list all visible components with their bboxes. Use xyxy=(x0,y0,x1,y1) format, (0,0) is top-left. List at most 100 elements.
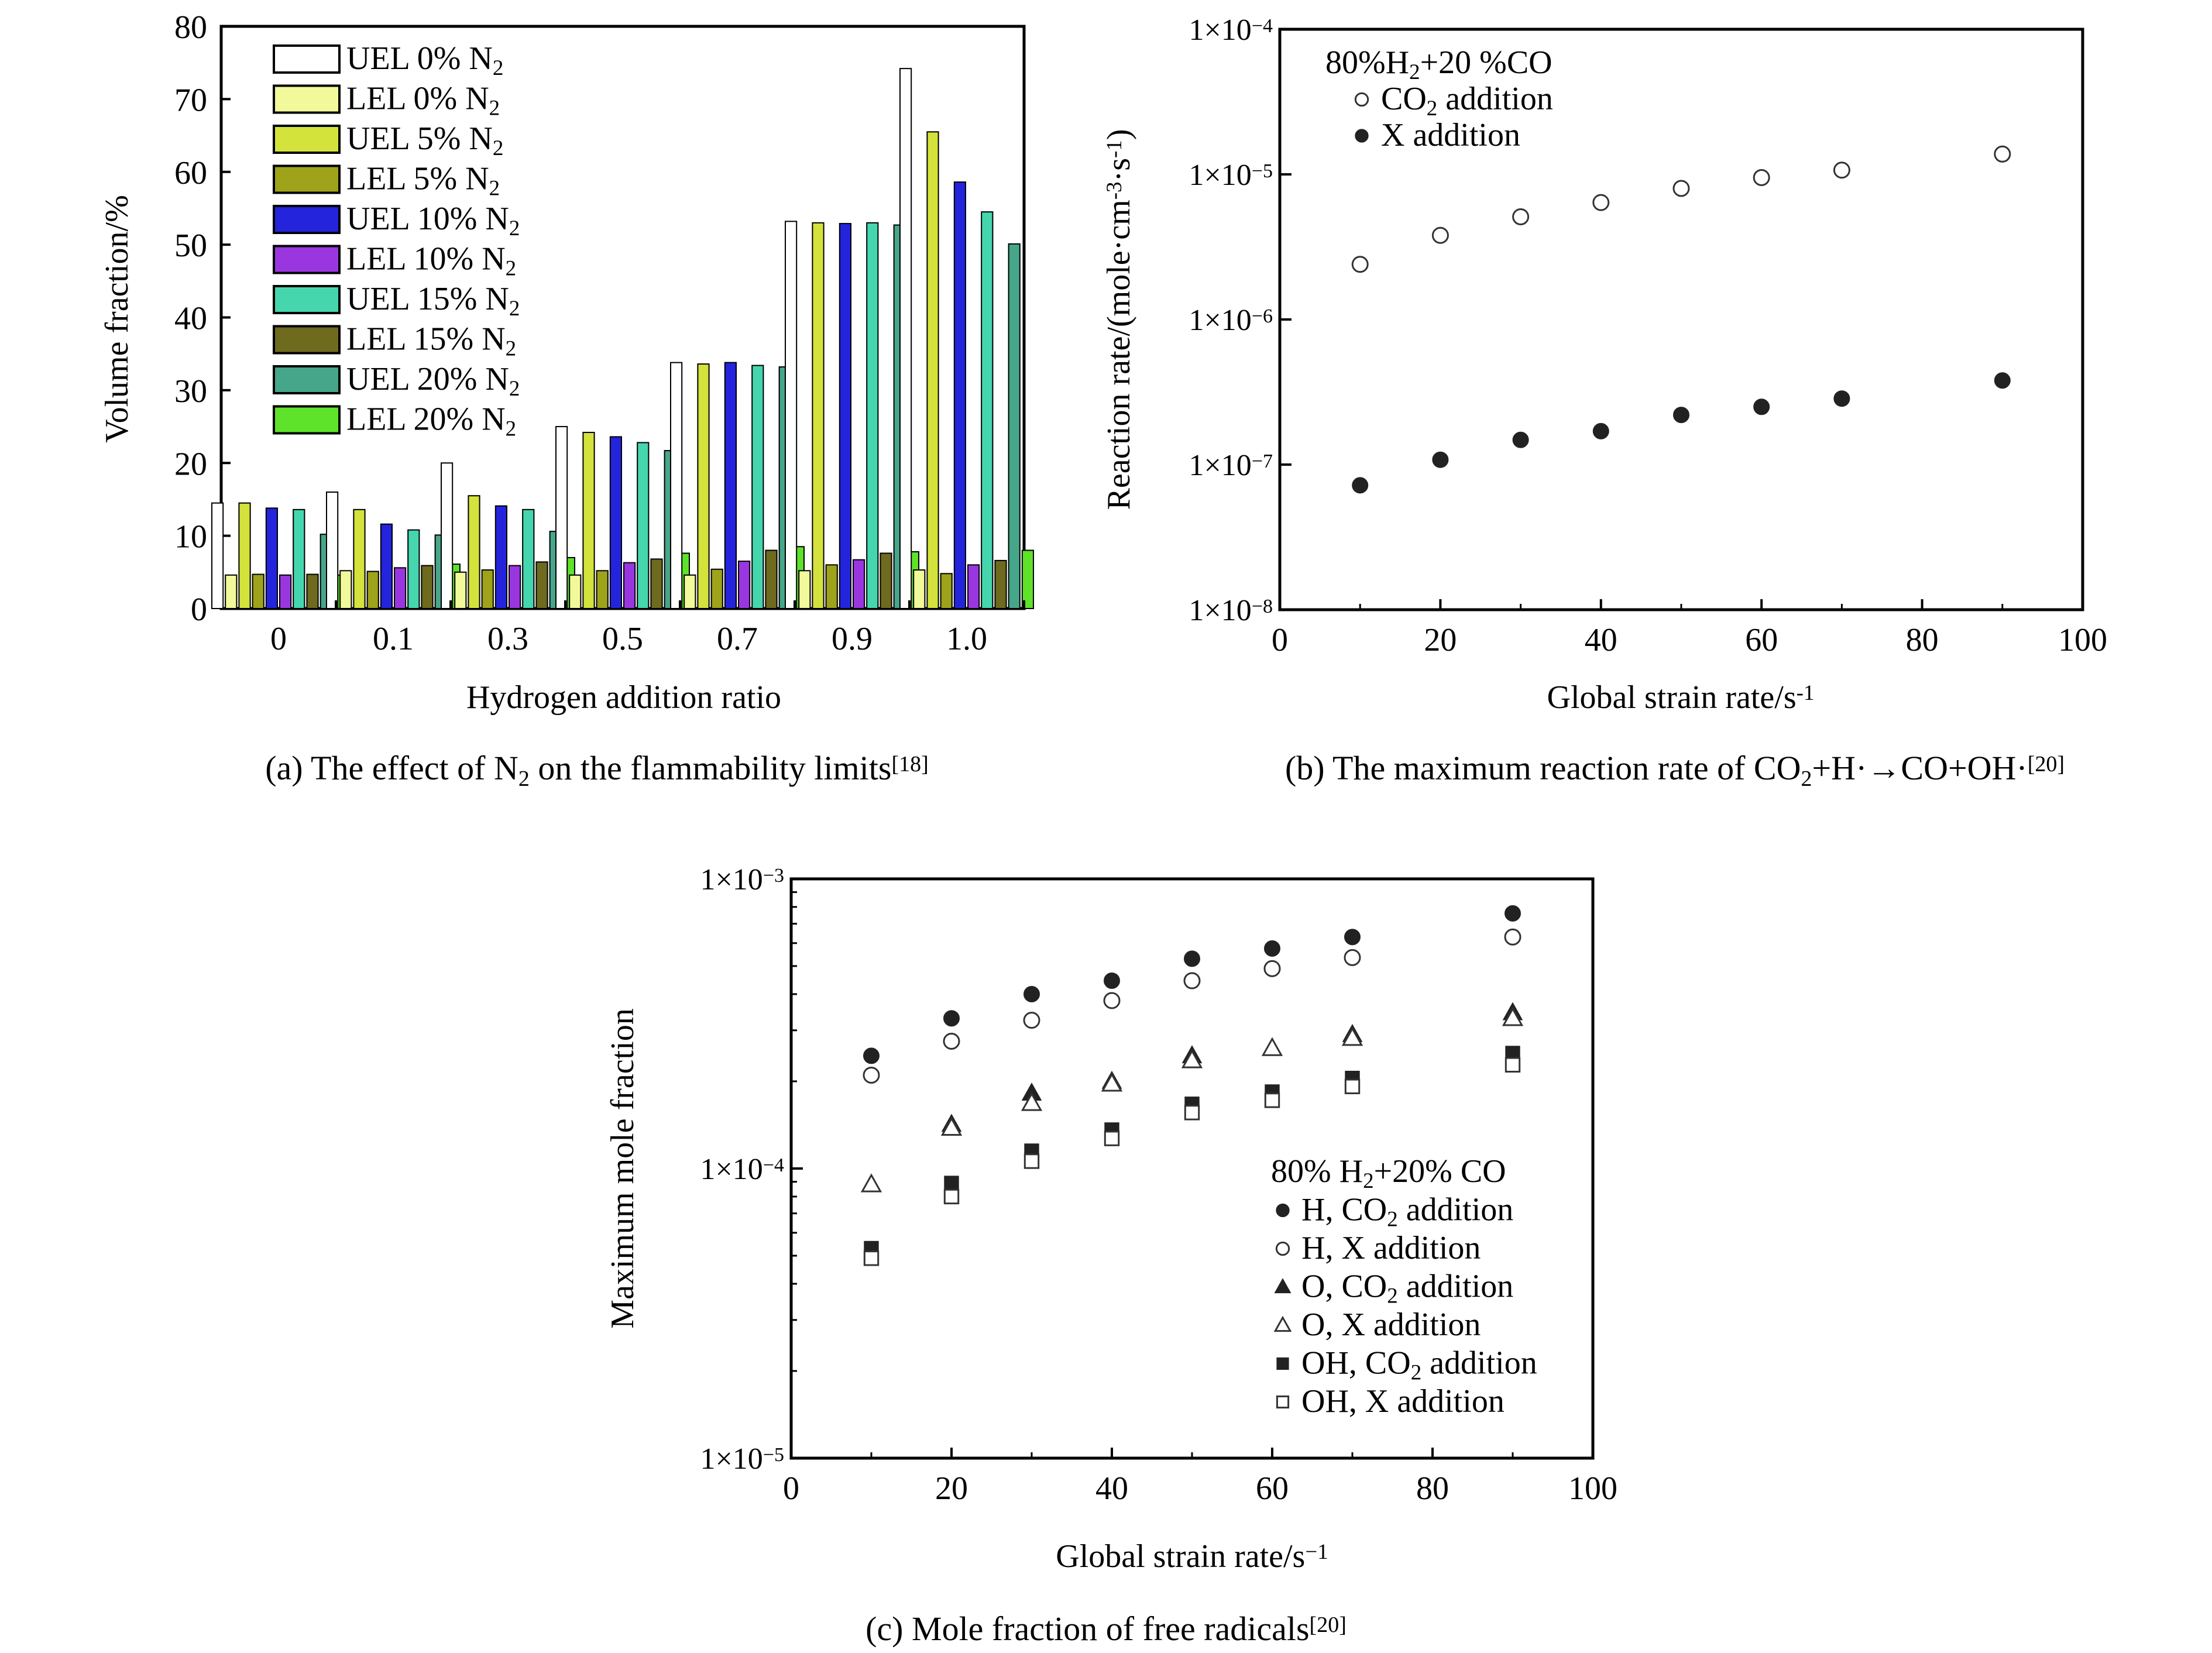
bar xyxy=(738,561,751,609)
bar xyxy=(697,363,710,609)
caption-a: (a) The effect of N2 on the flammability… xyxy=(265,749,929,791)
legend-label: H, CO2 addition xyxy=(1301,1192,1513,1232)
y-tick-label-a: 20 xyxy=(174,446,207,482)
bar xyxy=(953,181,967,610)
bar xyxy=(866,222,879,609)
bar xyxy=(509,565,521,610)
y-tick-label: 1×10−4 xyxy=(1189,13,1273,47)
legend-label: OH, CO2 addition xyxy=(1301,1345,1537,1385)
x-tick-label: 100 xyxy=(2058,622,2107,658)
legend-marker xyxy=(1276,1203,1290,1218)
bar xyxy=(454,571,467,609)
x-tick-label-a: 0.5 xyxy=(602,621,643,657)
data-point xyxy=(1023,1153,1040,1169)
legend-swatch-a xyxy=(273,325,341,355)
data-point xyxy=(1504,928,1521,946)
data-point xyxy=(944,1176,959,1191)
data-point xyxy=(1431,226,1449,244)
y-tick-label-a: 70 xyxy=(174,82,207,118)
y-tick-label: 1×10−7 xyxy=(1189,449,1273,482)
x-tick-label: 60 xyxy=(1256,1470,1289,1507)
bar xyxy=(522,508,535,609)
data-point xyxy=(1184,950,1200,967)
bar xyxy=(785,221,798,609)
bar xyxy=(555,426,568,609)
y-tick-label: 1×10−5 xyxy=(700,1442,784,1476)
data-point xyxy=(1103,992,1121,1009)
data-point xyxy=(1344,949,1361,966)
y-tick-label-a: 10 xyxy=(174,519,207,555)
y-tick-label-a: 40 xyxy=(174,301,207,337)
bar xyxy=(326,492,339,609)
legend-swatch-a xyxy=(273,405,341,435)
bar xyxy=(839,223,852,609)
data-point xyxy=(1264,1092,1280,1108)
x-tick-label: 0 xyxy=(1272,622,1288,658)
bar xyxy=(353,508,366,609)
bar xyxy=(913,569,926,609)
y-tick-label: 1×10−6 xyxy=(1189,304,1273,337)
data-point xyxy=(1023,985,1040,1002)
legend-label: H, X addition xyxy=(1301,1230,1481,1266)
bar xyxy=(981,211,994,609)
x-tick-label-a: 1.0 xyxy=(946,621,987,657)
x-tick-label: 100 xyxy=(1568,1470,1617,1507)
legend-swatch-a xyxy=(273,84,341,114)
legend-label: X addition xyxy=(1381,117,1520,153)
bar xyxy=(798,570,811,610)
legend-label-a: UEL 15% N2 xyxy=(346,281,520,321)
x-axis-label-c: Global strain rate/s−1 xyxy=(1056,1538,1328,1575)
legend-marker xyxy=(1273,1315,1292,1332)
legend-label-a: LEL 5% N2 xyxy=(346,161,500,201)
data-point xyxy=(1512,431,1529,448)
panel-a-bar-chart: 0 10 20 30 40 50 60 70 80 0 0.1 0.3 0.5 0.7 0.9 1.0 UE… xyxy=(99,9,1035,791)
bar xyxy=(967,564,980,609)
data-point xyxy=(1592,194,1610,211)
panel-c-scatter-chart: 0 20 40 60 80 100 1×10−3 1×10−4 1×10−5 80% H2+20… xyxy=(604,863,1617,1648)
data-point xyxy=(1264,940,1280,957)
bar xyxy=(724,362,737,609)
x-axis-label-b: Global strain rate/s-1 xyxy=(1547,679,1815,716)
legend-label: CO2 addition xyxy=(1381,81,1553,121)
data-point xyxy=(863,1047,880,1064)
legend-title: 80% H2+20% CO xyxy=(1271,1153,1506,1193)
y-tick-label: 1×10−5 xyxy=(1189,159,1273,192)
bar xyxy=(670,362,683,609)
data-point xyxy=(863,1067,880,1084)
legend-marker xyxy=(1354,92,1369,107)
data-point xyxy=(1181,1049,1203,1068)
bar xyxy=(339,570,352,610)
bar xyxy=(238,502,251,609)
legend-label-a: UEL 0% N2 xyxy=(346,40,503,80)
data-point xyxy=(1183,972,1201,989)
legend-swatch-a xyxy=(273,164,341,194)
x-tick-label-a: 0 xyxy=(270,621,287,657)
bar xyxy=(441,462,454,609)
bar xyxy=(582,432,595,609)
data-point xyxy=(1592,422,1609,439)
legend-label: O, X addition xyxy=(1301,1307,1481,1343)
legend-swatch-a xyxy=(273,205,341,234)
bar xyxy=(535,561,548,610)
x-tick-label: 80 xyxy=(1416,1470,1449,1507)
x-axis-label-a: Hydrogen addition ratio xyxy=(466,679,781,716)
data-point xyxy=(1352,477,1369,494)
legend-marker xyxy=(1274,1278,1292,1294)
legend-label-a: LEL 20% N2 xyxy=(346,401,516,441)
x-tick-label: 60 xyxy=(1745,622,1778,658)
legend-swatch-a xyxy=(273,44,341,74)
legend-swatch-a xyxy=(273,365,341,394)
bar xyxy=(211,502,224,609)
bar xyxy=(494,505,507,609)
bars-a xyxy=(211,68,1035,610)
y-tick-label-a: 80 xyxy=(174,9,207,46)
data-point xyxy=(1994,372,2011,389)
bar xyxy=(825,564,838,609)
bar xyxy=(637,442,650,609)
data-point xyxy=(943,1010,960,1027)
legend-swatch-a xyxy=(273,245,341,274)
legend-title: 80%H2+20 %CO xyxy=(1325,44,1552,84)
legend-label: OH, X addition xyxy=(1301,1383,1505,1420)
y-tick-label: 1×10−3 xyxy=(700,863,784,896)
bar xyxy=(609,436,623,609)
